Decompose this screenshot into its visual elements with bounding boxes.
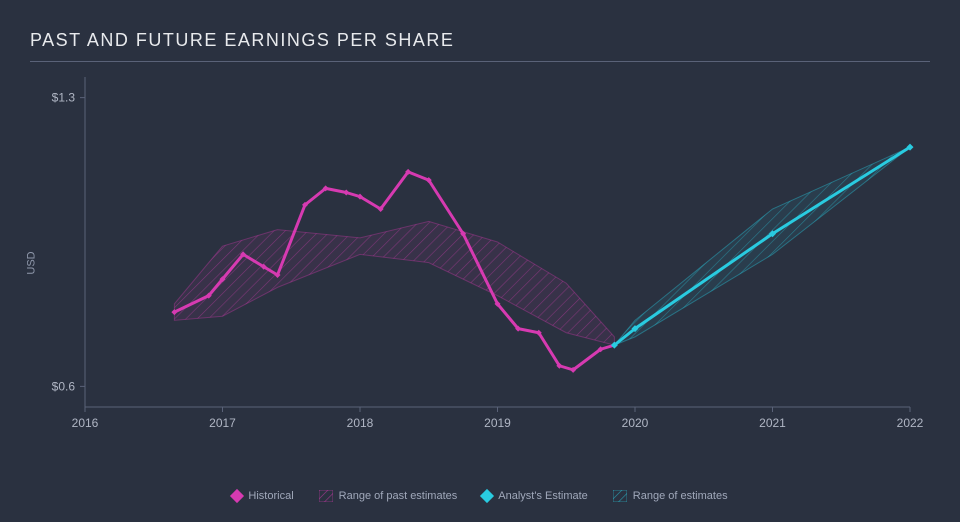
svg-text:2016: 2016 bbox=[72, 416, 99, 430]
legend-item: Historical bbox=[232, 490, 293, 502]
legend-label: Historical bbox=[248, 490, 293, 502]
legend-item: Analyst's Estimate bbox=[482, 490, 588, 502]
chart-title: PAST AND FUTURE EARNINGS PER SHARE bbox=[30, 30, 930, 62]
legend-hatch-icon bbox=[319, 490, 333, 502]
legend-marker-icon bbox=[480, 489, 494, 503]
svg-text:$0.6: $0.6 bbox=[52, 379, 76, 393]
svg-text:2019: 2019 bbox=[484, 416, 511, 430]
svg-text:2021: 2021 bbox=[759, 416, 786, 430]
plot-area: USD $0.6$1.32016201720182019202020212022 bbox=[30, 67, 930, 467]
svg-text:2017: 2017 bbox=[209, 416, 236, 430]
legend: Historical Range of past estimates Analyst… bbox=[30, 490, 930, 502]
svg-text:2018: 2018 bbox=[347, 416, 374, 430]
legend-label: Range of estimates bbox=[633, 490, 728, 502]
legend-label: Range of past estimates bbox=[339, 490, 458, 502]
chart-container: PAST AND FUTURE EARNINGS PER SHARE USD $… bbox=[30, 30, 930, 502]
chart-svg: $0.6 $1.3 2016 2017 2018 2019 2020 2021 2022 bbox=[30, 67, 930, 467]
legend-item: Range of past estimates bbox=[319, 490, 458, 502]
legend-marker-icon bbox=[230, 489, 244, 503]
svg-text:$1.3: $1.3 bbox=[52, 91, 76, 105]
legend-label: Analyst's Estimate bbox=[498, 490, 588, 502]
legend-hatch-icon bbox=[613, 490, 627, 502]
legend-item: Range of estimates bbox=[613, 490, 728, 502]
svg-text:2020: 2020 bbox=[622, 416, 649, 430]
svg-text:2022: 2022 bbox=[897, 416, 924, 430]
